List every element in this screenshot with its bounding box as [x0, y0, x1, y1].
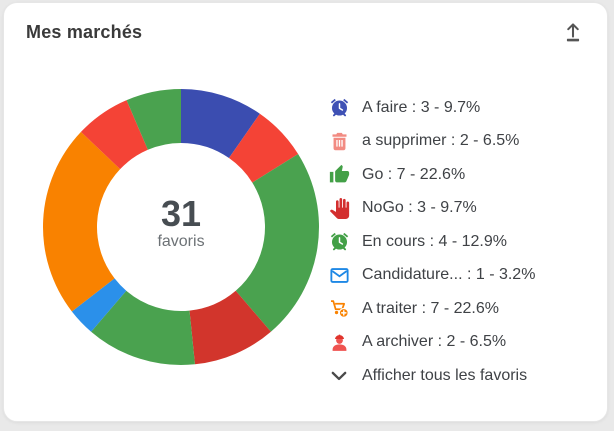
donut-segment[interactable]: [181, 89, 260, 159]
donut-segment[interactable]: [91, 290, 195, 365]
legend-item-label: A faire : 3 - 9.7%: [362, 98, 481, 116]
card-title: Mes marchés: [26, 22, 143, 42]
legend-item-en-cours[interactable]: En cours : 4 - 12.9%: [328, 225, 598, 259]
donut-chart-svg[interactable]: [40, 86, 322, 368]
legend-item-nogo[interactable]: NoGo : 3 - 9.7%: [328, 192, 598, 226]
mes-marches-card: Mes marchés 31 favoris A faire : 3 - 9.7…: [3, 2, 608, 422]
donut-segment[interactable]: [126, 89, 181, 150]
legend-item-label: NoGo : 3 - 9.7%: [362, 199, 477, 217]
donut-chart: 31 favoris: [40, 86, 322, 368]
upload-icon: [560, 23, 586, 48]
legend-item-candidature[interactable]: Candidature... : 1 - 3.2%: [328, 259, 598, 293]
alarm-clock-icon: [328, 97, 350, 119]
donut-segment[interactable]: [228, 113, 299, 183]
show-all-favorites-button[interactable]: Afficher tous les favoris: [328, 359, 598, 393]
thumb-up-icon: [328, 164, 350, 186]
legend-item-label: En cours : 4 - 12.9%: [362, 232, 507, 250]
donut-segment[interactable]: [80, 100, 148, 170]
hand-stop-icon: [328, 197, 350, 219]
legend-item-a-supprimer[interactable]: a supprimer : 2 - 6.5%: [328, 125, 598, 159]
legend-item-label: a supprimer : 2 - 6.5%: [362, 132, 520, 150]
legend-item-label: Candidature... : 1 - 3.2%: [362, 266, 536, 284]
trash-icon: [328, 130, 350, 152]
alarm-clock-icon: [328, 231, 350, 253]
worker-icon: [328, 331, 350, 353]
donut-segment[interactable]: [189, 290, 271, 365]
donut-segment[interactable]: [71, 278, 127, 332]
legend-item-go[interactable]: Go : 7 - 22.6%: [328, 158, 598, 192]
legend-item-a-traiter[interactable]: A traiter : 7 - 22.6%: [328, 292, 598, 326]
legend-item-a-archiver[interactable]: A archiver : 2 - 6.5%: [328, 326, 598, 360]
legend-item-label: Go : 7 - 22.6%: [362, 165, 466, 183]
chart-legend: A faire : 3 - 9.7% a supprimer : 2 - 6.5…: [328, 91, 598, 393]
legend-item-label: A traiter : 7 - 22.6%: [362, 299, 499, 317]
legend-item-label: A archiver : 2 - 6.5%: [362, 333, 507, 351]
cart-plus-icon: [328, 298, 350, 320]
donut-segment[interactable]: [235, 154, 320, 332]
upload-button[interactable]: [557, 16, 589, 48]
legend-item-a-faire[interactable]: A faire : 3 - 9.7%: [328, 91, 598, 125]
show-all-favorites-label: Afficher tous les favoris: [362, 366, 528, 384]
chevron-down-icon: [328, 365, 350, 387]
donut-segment[interactable]: [42, 131, 121, 312]
envelope-icon: [328, 264, 350, 286]
